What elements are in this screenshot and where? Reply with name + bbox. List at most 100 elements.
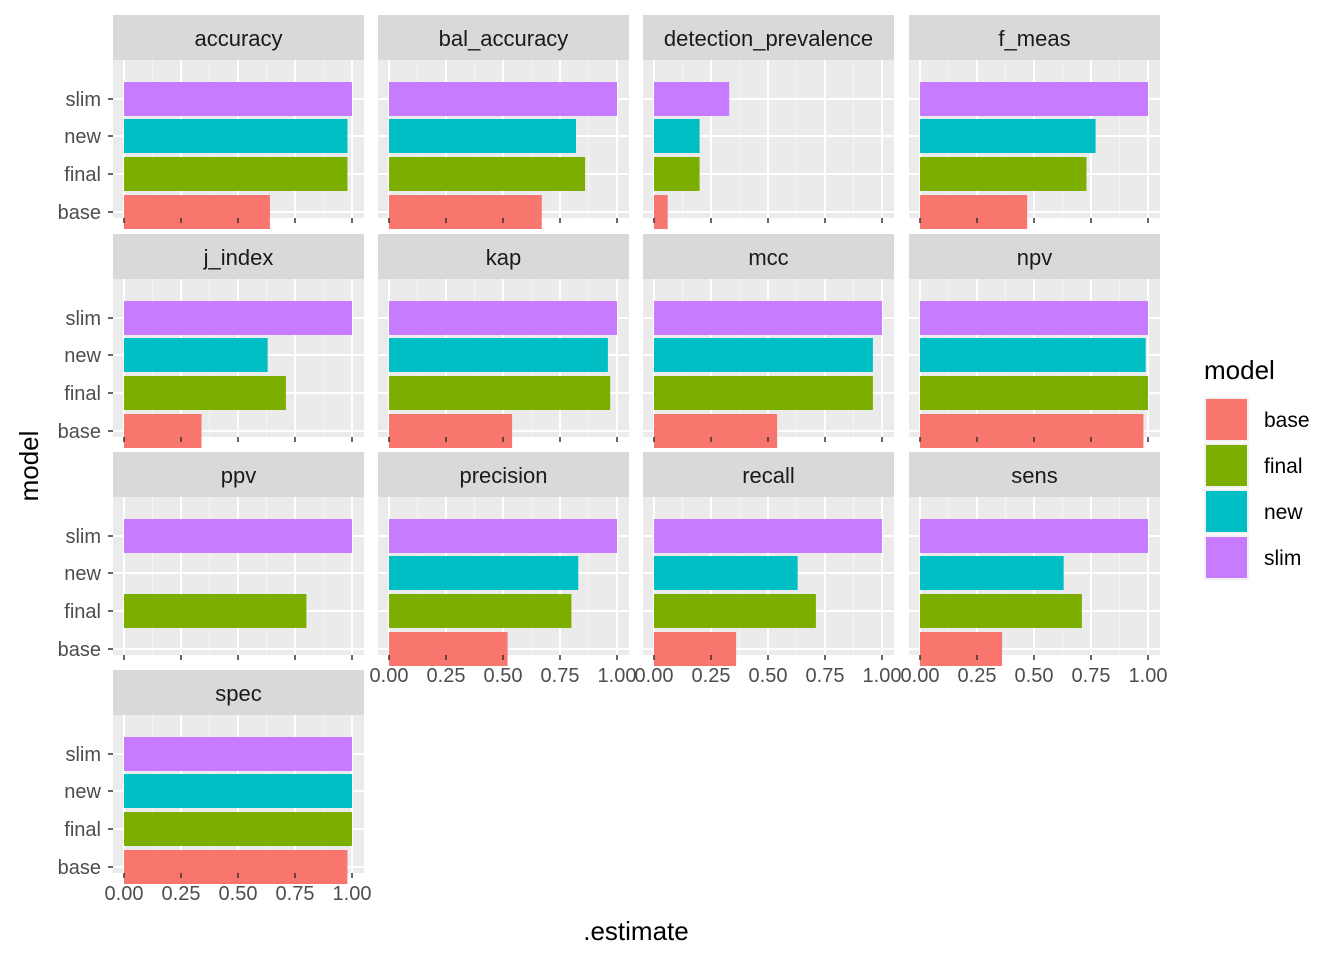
y-tick-label: new (64, 126, 101, 148)
facet-sens: sens 0.00 0.25 0.50 0.75 1.00 (901, 452, 1168, 687)
legend-key (1206, 399, 1247, 440)
facet-spec: spec base final new slim 0.00 0.25 0.50 0.75 1.00 (58, 670, 372, 905)
legend-title: model (1204, 355, 1275, 385)
facet-strip-label: detection_prevalence (664, 26, 873, 51)
x-tick-label: 0.50 (484, 665, 523, 687)
bar-final (920, 157, 1087, 191)
bar-new (124, 774, 352, 808)
y-tick-label: slim (65, 744, 101, 766)
bar-slim (124, 737, 352, 771)
bar-base (654, 632, 737, 666)
legend-label: slim (1264, 547, 1301, 570)
bar-new (920, 338, 1146, 372)
facet-strip (909, 234, 1160, 279)
bar-final (654, 376, 873, 410)
bar-final (124, 594, 307, 628)
bar-final (920, 594, 1082, 628)
facet-strip-label: recall (742, 463, 795, 488)
bar-base (389, 195, 542, 229)
y-tick-label: base (58, 202, 101, 224)
legend-label: new (1264, 501, 1303, 524)
y-tick-label: final (64, 601, 101, 623)
facet-strip (378, 234, 629, 279)
x-tick-label: 0.50 (219, 883, 258, 905)
x-tick-label: 0.25 (427, 665, 466, 687)
x-tick-label: 0.50 (1015, 665, 1054, 687)
x-tick-label: 0.00 (901, 665, 940, 687)
bar-final (124, 812, 352, 846)
x-tick-label: 0.00 (105, 883, 144, 905)
x-tick-label: 0.00 (635, 665, 674, 687)
facet-strip (643, 452, 894, 497)
y-tick-label: final (64, 819, 101, 841)
bar-slim (389, 301, 617, 335)
facet-detection_prevalence: detection_prevalence (643, 15, 894, 229)
bar-final (389, 594, 572, 628)
bar-slim (920, 82, 1148, 116)
facet-strip (113, 452, 364, 497)
facet-panels: accuracy base final new slim bal_accuracy dete… (58, 15, 1168, 905)
bar-final (654, 157, 700, 191)
facet-strip-label: ppv (221, 463, 256, 488)
bar-new (654, 556, 798, 590)
x-tick-label: 0.25 (958, 665, 997, 687)
facet-strip-label: sens (1011, 463, 1057, 488)
bar-final (389, 157, 586, 191)
bar-slim (124, 82, 352, 116)
bar-final (654, 594, 816, 628)
y-tick-label: base (58, 639, 101, 661)
x-tick-label: 0.50 (749, 665, 788, 687)
bar-final (389, 376, 611, 410)
legend-item-base: base (1204, 397, 1310, 442)
facet-strip-label: kap (486, 245, 521, 270)
bar-base (920, 195, 1028, 229)
y-tick-label: new (64, 345, 101, 367)
y-tick-label: slim (65, 89, 101, 111)
y-tick-label: final (64, 164, 101, 186)
bar-base (124, 850, 348, 884)
y-tick-label: new (64, 781, 101, 803)
facet-strip-label: bal_accuracy (439, 26, 569, 51)
bar-new (124, 119, 348, 153)
x-tick-label: 1.00 (863, 665, 902, 687)
y-tick-label: final (64, 383, 101, 405)
facet-kap: kap (378, 234, 629, 448)
x-tick-label: 1.00 (1129, 665, 1168, 687)
bar-new (920, 119, 1096, 153)
bar-final (124, 157, 348, 191)
bar-final (124, 376, 286, 410)
facet-strip (378, 15, 629, 60)
facet-strip-label: j_index (203, 245, 274, 270)
bar-final (920, 376, 1148, 410)
facet-npv: npv (909, 234, 1160, 448)
bar-slim (124, 519, 352, 553)
legend-item-new: new (1204, 489, 1303, 534)
bar-new (389, 338, 608, 372)
bar-new (389, 119, 576, 153)
bar-new (920, 556, 1064, 590)
bar-slim (920, 301, 1148, 335)
facet-strip (909, 452, 1160, 497)
x-tick-label: 0.25 (692, 665, 731, 687)
bar-slim (389, 82, 617, 116)
facet-strip-label: spec (215, 681, 261, 706)
legend-key (1206, 491, 1247, 532)
legend-label: base (1264, 409, 1310, 432)
bar-slim (389, 519, 617, 553)
x-tick-label: 1.00 (333, 883, 372, 905)
facet-f_meas: f_meas (909, 15, 1160, 229)
y-tick-label: base (58, 421, 101, 443)
legend-label: final (1264, 455, 1303, 478)
x-tick-label: 0.75 (1072, 665, 1111, 687)
x-tick-label: 0.75 (541, 665, 580, 687)
legend-key (1206, 445, 1247, 486)
legend: model base final new slim (1204, 355, 1310, 580)
facet-mcc: mcc (643, 234, 894, 448)
facet-accuracy: accuracy base final new slim (58, 15, 364, 229)
bar-new (654, 119, 700, 153)
x-axis-title: .estimate (583, 916, 689, 946)
bar-base (920, 632, 1003, 666)
bar-base (389, 632, 508, 666)
facet-recall: recall 0.00 0.25 0.50 0.75 1.00 (635, 452, 902, 687)
x-tick-label: 1.00 (598, 665, 637, 687)
